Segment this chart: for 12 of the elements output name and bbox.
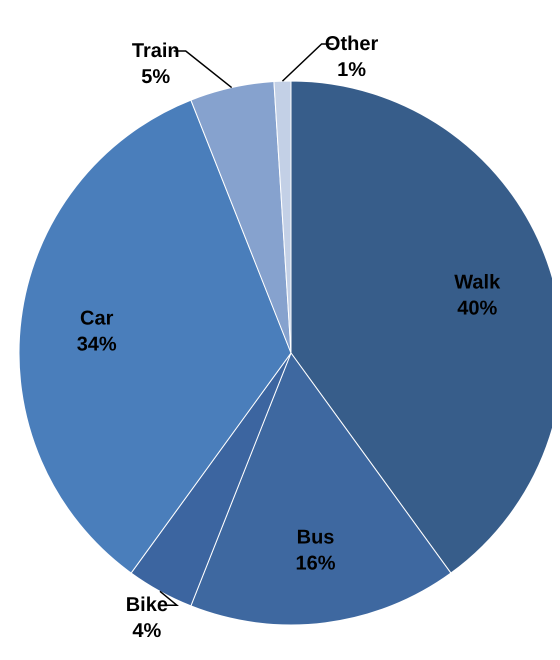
data-label: 16% [296, 552, 336, 574]
data-label: 5% [141, 66, 170, 88]
slice-label: Bike [126, 594, 168, 616]
data-label: 1% [337, 58, 366, 81]
data-label: 40% [457, 297, 498, 320]
slice-label: Car [80, 307, 114, 330]
slice-label: Bus [296, 526, 334, 548]
data-label: 4% [132, 620, 162, 642]
slice-label: Other [324, 32, 378, 55]
slice-label: Train [132, 40, 180, 62]
data-label: 34% [76, 333, 117, 356]
slice-label: Walk [454, 271, 502, 294]
